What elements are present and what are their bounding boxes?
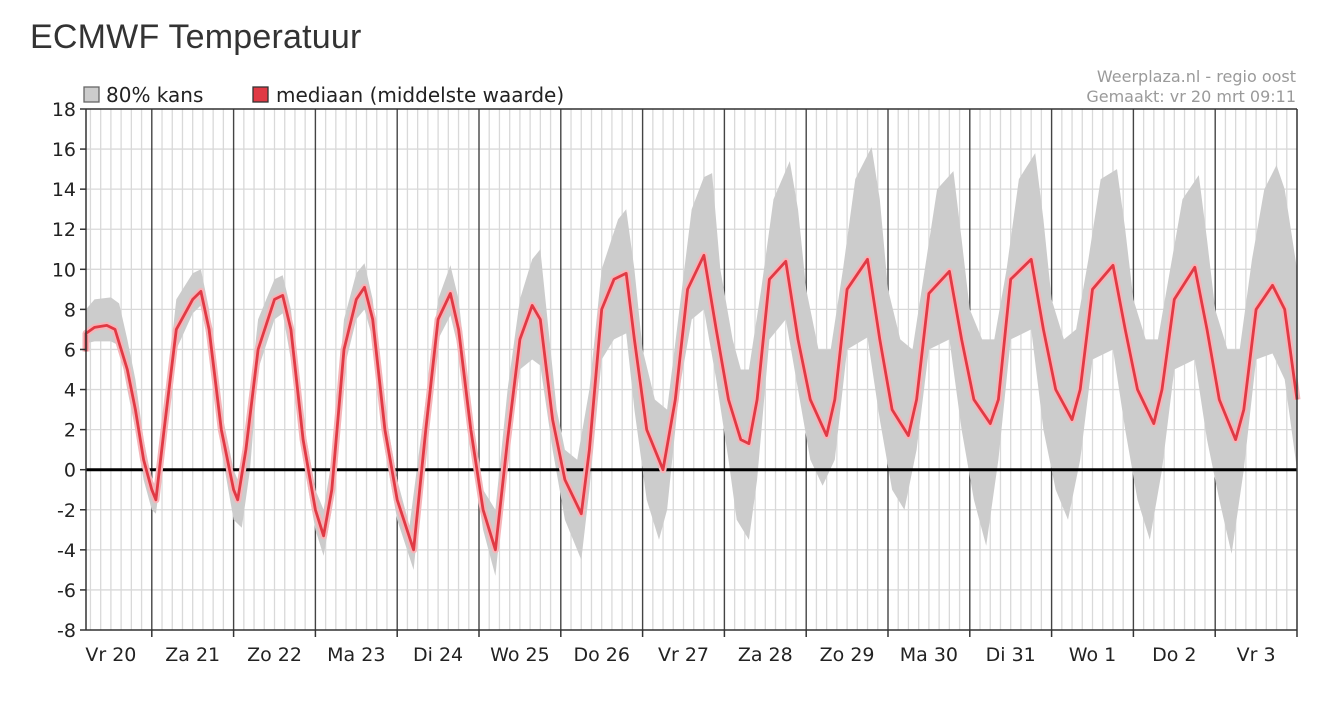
y-tick-label: 6 [64,339,76,361]
y-tick-label: 18 [52,99,76,121]
x-tick-label: Za 21 [165,644,220,666]
x-tick-label: Di 31 [986,644,1036,666]
legend: 80% kans mediaan (middelste waarde) [83,83,564,107]
x-tick-label: Ma 30 [900,644,958,666]
legend-swatch-median [252,86,269,103]
x-tick-label: Vr 3 [1237,644,1276,666]
x-tick-label: Zo 29 [820,644,875,666]
x-tick-label: Vr 20 [85,644,136,666]
median-line [84,253,1299,552]
legend-swatch-80-percent [83,86,100,103]
x-tick-label: Do 26 [573,644,629,666]
axis-layer: 18 16 14 12 10 8 6 4 2 0 -2 -4 -6 -8 Vr 20 Za 21 Zo 22 Ma… [52,99,1298,666]
y-tick-label: 10 [52,259,76,281]
x-tick-label: Di 24 [413,644,463,666]
x-tick-label: Za 28 [738,644,793,666]
y-tick-label: 14 [52,179,76,201]
y-tick-label: -6 [57,580,76,602]
x-tick-label: Vr 27 [658,644,709,666]
y-tick-label: -4 [57,540,76,562]
y-tick-label: 12 [52,219,76,241]
y-tick-label: 16 [52,139,76,161]
y-tick-label: 4 [64,380,76,402]
y-tick-label: -8 [57,620,76,642]
x-tick-label: Wo 25 [490,644,550,666]
x-tick-label: Wo 1 [1069,644,1116,666]
legend-label-median: mediaan (middelste waarde) [276,83,564,107]
y-tick-label: 0 [64,460,76,482]
page-title: ECMWF Temperatuur [30,18,362,56]
legend-label-80-percent: 80% kans [106,83,203,107]
x-tick-label: Ma 23 [327,644,385,666]
credit-made: Gemaakt: vr 20 mrt 09:11 [1086,87,1296,106]
x-tick-label: Do 2 [1152,644,1196,666]
y-tick-label: 8 [64,299,76,321]
median-layer [82,251,1301,554]
band-80-percent-area [86,147,1297,576]
band-layer [86,147,1297,576]
credit-source: Weerplaza.nl - regio oost [1097,67,1296,86]
y-tick-label: -2 [57,500,76,522]
y-tick-label: 2 [64,420,76,442]
x-tick-label: Zo 22 [247,644,302,666]
